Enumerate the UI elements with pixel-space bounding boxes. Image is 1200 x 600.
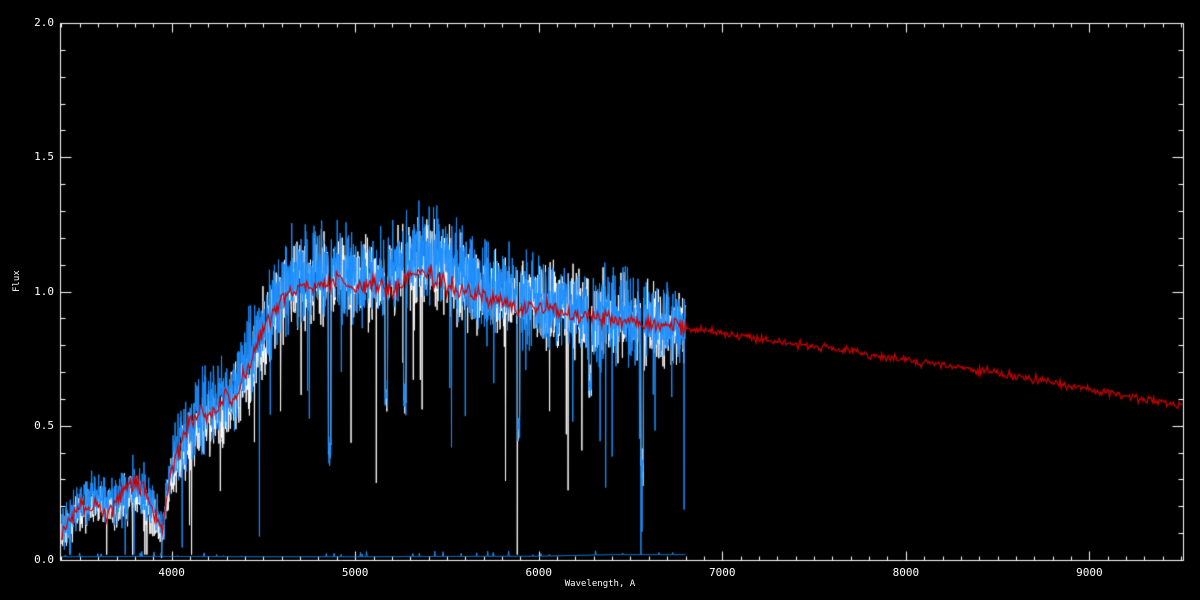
y-tick-label: 2.0 bbox=[34, 16, 54, 29]
x-axis-label: Wavelength, A bbox=[564, 579, 636, 589]
x-tick-label: 4000 bbox=[158, 566, 185, 579]
y-tick-label: 0.0 bbox=[34, 553, 54, 566]
y-tick-label: 1.0 bbox=[34, 284, 54, 298]
x-tick-label: 7000 bbox=[709, 566, 736, 579]
y-tick-label: 1.5 bbox=[34, 150, 54, 164]
y-tick-label: 0.5 bbox=[34, 418, 54, 432]
x-tick-label: 5000 bbox=[341, 566, 369, 579]
x-tick-label: 6000 bbox=[525, 566, 552, 579]
x-tick-label: 8000 bbox=[892, 566, 920, 579]
x-tick-label: 9000 bbox=[1076, 566, 1103, 579]
